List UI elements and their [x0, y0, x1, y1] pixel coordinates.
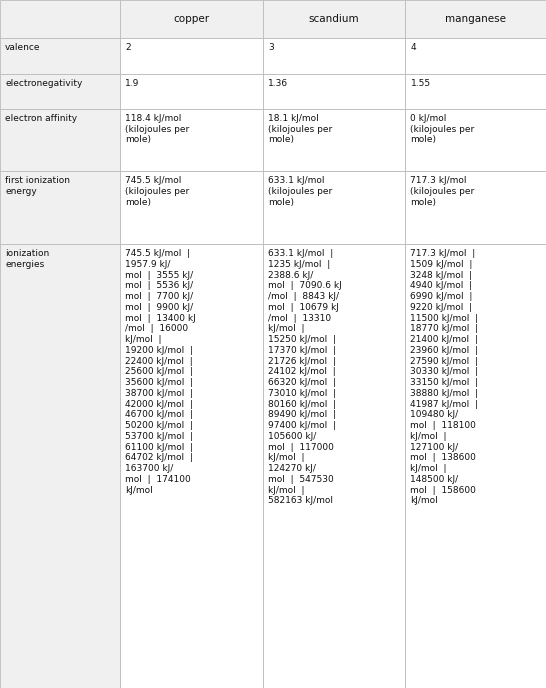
Bar	[121, 39, 263, 74]
Bar	[121, 171, 263, 244]
Bar	[121, 244, 263, 688]
Bar	[263, 109, 406, 171]
Text: ionization
energies: ionization energies	[5, 249, 49, 269]
Text: 2: 2	[126, 43, 131, 52]
Text: 1.36: 1.36	[268, 78, 288, 87]
Bar	[406, 171, 546, 244]
Text: 633.1 kJ/mol  |
1235 kJ/mol  |
2388.6 kJ/
mol  |  7090.6 kJ
/mol  |  8843 kJ/
mo: 633.1 kJ/mol | 1235 kJ/mol | 2388.6 kJ/ …	[268, 249, 342, 506]
Text: 745.5 kJ/mol  |
1957.9 kJ/
mol  |  3555 kJ/
mol  |  5536 kJ/
mol  |  7700 kJ/
mo: 745.5 kJ/mol | 1957.9 kJ/ mol | 3555 kJ/…	[126, 249, 196, 495]
Text: electronegativity: electronegativity	[5, 78, 82, 87]
Text: 745.5 kJ/mol
(kilojoules per
mole): 745.5 kJ/mol (kilojoules per mole)	[126, 177, 189, 207]
Text: 633.1 kJ/mol
(kilojoules per
mole): 633.1 kJ/mol (kilojoules per mole)	[268, 177, 332, 207]
Bar	[121, 74, 263, 109]
Bar	[406, 39, 546, 74]
Text: 1.55: 1.55	[411, 78, 431, 87]
Bar	[121, 0, 263, 39]
Bar	[263, 0, 406, 39]
Bar	[0, 0, 121, 39]
Bar	[263, 171, 406, 244]
Text: 1.9: 1.9	[126, 78, 140, 87]
Text: 18.1 kJ/mol
(kilojoules per
mole): 18.1 kJ/mol (kilojoules per mole)	[268, 114, 332, 144]
Bar	[0, 39, 121, 74]
Text: manganese: manganese	[445, 14, 506, 24]
Bar	[0, 244, 121, 688]
Text: 717.3 kJ/mol
(kilojoules per
mole): 717.3 kJ/mol (kilojoules per mole)	[411, 177, 474, 207]
Text: 118.4 kJ/mol
(kilojoules per
mole): 118.4 kJ/mol (kilojoules per mole)	[126, 114, 189, 144]
Bar	[0, 74, 121, 109]
Text: scandium: scandium	[309, 14, 359, 24]
Bar	[406, 244, 546, 688]
Bar	[263, 244, 406, 688]
Bar	[263, 39, 406, 74]
Bar	[263, 74, 406, 109]
Text: copper: copper	[174, 14, 210, 24]
Text: first ionization
energy: first ionization energy	[5, 177, 70, 196]
Bar	[406, 0, 546, 39]
Text: 4: 4	[411, 43, 416, 52]
Bar	[121, 109, 263, 171]
Text: electron affinity: electron affinity	[5, 114, 77, 123]
Text: 0 kJ/mol
(kilojoules per
mole): 0 kJ/mol (kilojoules per mole)	[411, 114, 474, 144]
Bar	[0, 171, 121, 244]
Text: valence: valence	[5, 43, 40, 52]
Bar	[406, 74, 546, 109]
Text: 717.3 kJ/mol  |
1509 kJ/mol  |
3248 kJ/mol  |
4940 kJ/mol  |
6990 kJ/mol  |
9220: 717.3 kJ/mol | 1509 kJ/mol | 3248 kJ/mol…	[411, 249, 479, 506]
Text: 3: 3	[268, 43, 274, 52]
Bar	[0, 109, 121, 171]
Bar	[406, 109, 546, 171]
